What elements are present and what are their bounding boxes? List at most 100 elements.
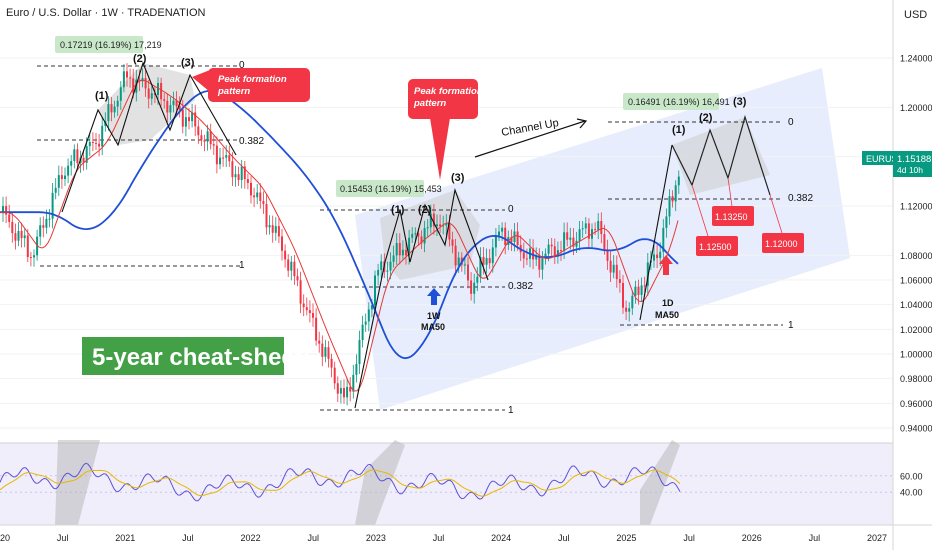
fib-1-2023: 1 bbox=[508, 405, 514, 416]
currency-label: USD bbox=[904, 9, 927, 21]
price-tick-label: 0.98000 bbox=[900, 374, 932, 384]
rsi-band-2023 bbox=[355, 440, 405, 525]
candle bbox=[349, 386, 352, 392]
target-label-3: 1.12000 bbox=[765, 239, 798, 249]
candle bbox=[454, 245, 457, 266]
measure-label-2023: 0.15453 (16.19%) 15,453 bbox=[340, 184, 442, 194]
candle bbox=[581, 228, 584, 230]
candle bbox=[355, 364, 358, 375]
candle bbox=[57, 175, 60, 188]
candle bbox=[358, 340, 361, 365]
candle bbox=[45, 218, 48, 228]
rsi-band-2025 bbox=[640, 440, 680, 525]
candle bbox=[268, 225, 271, 228]
candle bbox=[184, 117, 187, 127]
price-tick-label: 1.04000 bbox=[900, 300, 932, 310]
time-tick-label: Jul bbox=[558, 533, 570, 543]
price-tick-label: 1.20000 bbox=[900, 103, 932, 113]
candle bbox=[470, 280, 473, 294]
last-price-value: 1.15188 bbox=[897, 154, 931, 165]
candle bbox=[662, 227, 665, 252]
candle bbox=[253, 195, 256, 198]
rsi-indicator bbox=[0, 462, 681, 502]
candle bbox=[219, 157, 221, 165]
candle bbox=[287, 259, 290, 271]
candle bbox=[281, 236, 283, 251]
candle bbox=[482, 257, 485, 265]
candle bbox=[271, 225, 274, 233]
time-tick-label: Jul bbox=[433, 533, 445, 543]
time-tick-label: 2025 bbox=[616, 533, 636, 543]
candle bbox=[246, 179, 249, 183]
target-box-1 bbox=[696, 236, 738, 256]
candle bbox=[76, 149, 79, 164]
candle bbox=[85, 146, 88, 163]
candle bbox=[259, 192, 262, 202]
candle bbox=[367, 309, 370, 322]
candle bbox=[566, 232, 569, 240]
candle bbox=[488, 258, 491, 264]
candle bbox=[42, 225, 45, 228]
candle bbox=[364, 321, 367, 325]
candle bbox=[374, 275, 376, 306]
candle bbox=[417, 233, 420, 237]
measure-box-2021 bbox=[55, 36, 143, 53]
candle bbox=[262, 201, 265, 204]
candle bbox=[405, 249, 407, 256]
candle bbox=[436, 224, 438, 227]
candle bbox=[343, 388, 345, 398]
candle bbox=[361, 324, 364, 341]
candle bbox=[668, 196, 671, 217]
candle bbox=[144, 78, 147, 89]
candle bbox=[538, 255, 541, 270]
candle bbox=[26, 235, 29, 258]
candle bbox=[215, 145, 218, 165]
candle bbox=[439, 224, 442, 227]
candle bbox=[308, 310, 311, 314]
candle bbox=[191, 112, 194, 122]
candle bbox=[463, 264, 466, 266]
rsi-ma-line bbox=[0, 469, 681, 497]
fractal-path-2023 bbox=[354, 187, 489, 409]
candle bbox=[160, 82, 163, 100]
candle bbox=[163, 99, 166, 101]
candle bbox=[222, 157, 225, 159]
ma50-weekly-arrow bbox=[427, 288, 441, 305]
candle bbox=[296, 276, 299, 281]
candle bbox=[563, 232, 566, 252]
time-tick-label: Jul bbox=[57, 533, 69, 543]
candle bbox=[228, 155, 231, 162]
channel-up-arrow bbox=[474, 120, 586, 158]
fib-1-2025: 1 bbox=[788, 320, 794, 331]
candle bbox=[39, 225, 42, 237]
candle bbox=[618, 279, 621, 283]
candle bbox=[277, 226, 280, 237]
candle bbox=[14, 233, 17, 241]
candle bbox=[615, 264, 618, 280]
candle bbox=[129, 77, 132, 79]
candle bbox=[172, 100, 175, 106]
candle bbox=[653, 254, 655, 261]
candle bbox=[370, 305, 373, 310]
candle bbox=[411, 234, 414, 238]
candle bbox=[231, 161, 234, 178]
candle bbox=[594, 229, 597, 231]
candle bbox=[494, 235, 497, 248]
candle bbox=[333, 367, 336, 384]
candle bbox=[457, 257, 460, 266]
candle bbox=[572, 237, 575, 247]
candle bbox=[510, 237, 513, 242]
candle bbox=[119, 87, 122, 101]
candle bbox=[451, 239, 454, 246]
callout-peak-2023-line1: Peak formation bbox=[414, 86, 483, 97]
candle bbox=[54, 187, 57, 193]
candle bbox=[377, 269, 380, 276]
time-tick-label: Jul bbox=[683, 533, 695, 543]
callout-peak-2023 bbox=[408, 79, 478, 119]
candle bbox=[153, 93, 156, 95]
time-tick-label: Jul bbox=[809, 533, 821, 543]
candle bbox=[401, 249, 404, 256]
candle bbox=[212, 144, 215, 146]
candle bbox=[91, 141, 94, 143]
